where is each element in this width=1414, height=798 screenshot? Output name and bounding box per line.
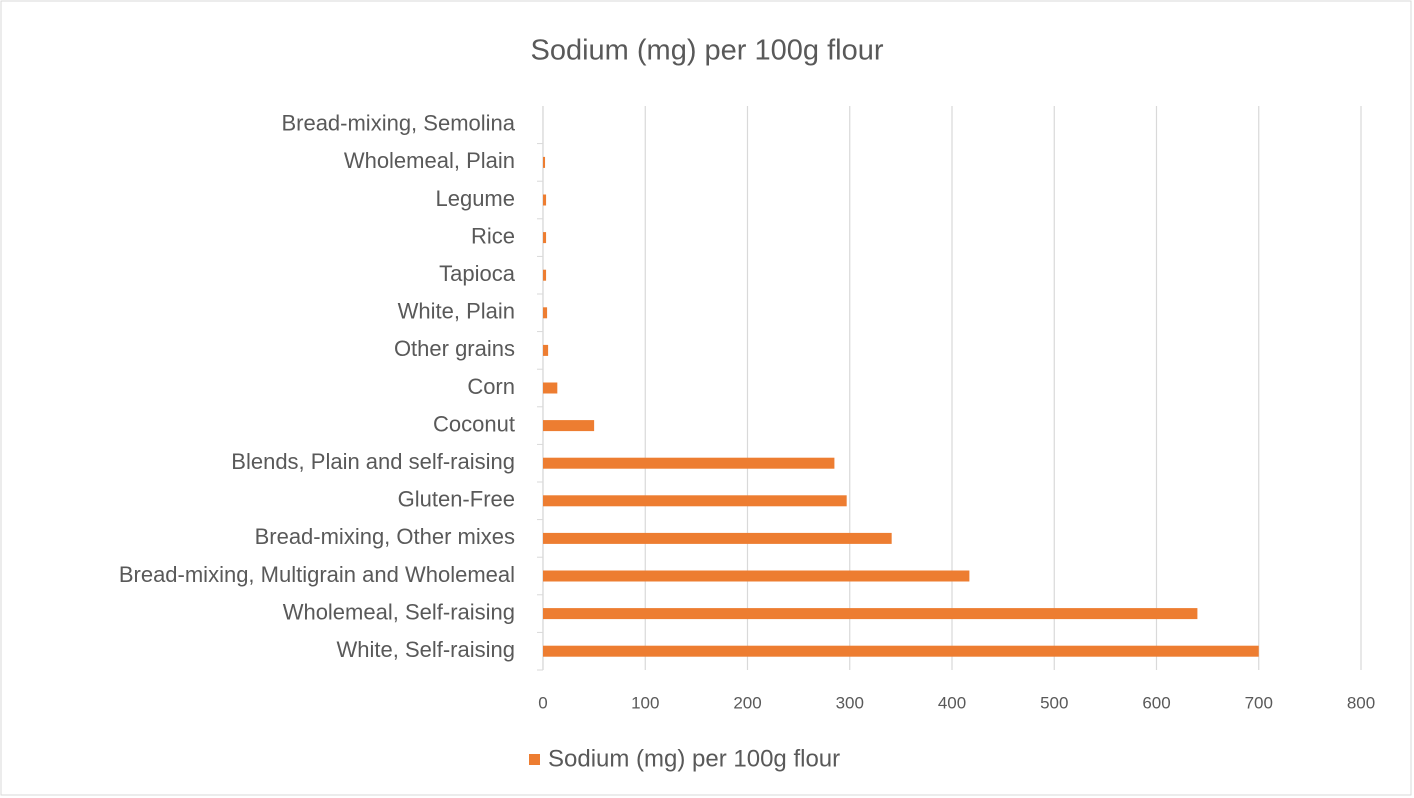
y-tick-label: White, Self-raising — [336, 637, 515, 662]
bar — [543, 420, 595, 432]
bar — [543, 608, 1198, 620]
x-tick-label: 600 — [1142, 693, 1170, 712]
x-tick-label: 100 — [631, 693, 659, 712]
legend-label: Sodium (mg) per 100g flour — [548, 745, 840, 772]
bar — [543, 269, 547, 281]
legend-swatch — [529, 754, 540, 765]
bar — [543, 156, 546, 168]
bar — [543, 570, 970, 582]
y-tick-label: Wholemeal, Self-raising — [283, 599, 515, 624]
bar — [543, 232, 547, 244]
bar — [543, 495, 847, 507]
y-tick-label: Wholemeal, Plain — [344, 148, 515, 173]
y-tick-label: Gluten-Free — [398, 487, 515, 512]
y-tick-label: Other grains — [394, 336, 515, 361]
x-tick-label: 0 — [538, 693, 547, 712]
y-tick-label: Corn — [467, 374, 515, 399]
y-tick-label: Bread-mixing, Multigrain and Wholemeal — [119, 562, 515, 587]
bar — [543, 344, 549, 356]
bar — [543, 645, 1259, 657]
bar — [543, 457, 835, 469]
y-tick-label: Tapioca — [439, 261, 516, 286]
y-tick-label: White, Plain — [398, 299, 515, 324]
x-tick-label: 700 — [1245, 693, 1273, 712]
y-tick-label: Rice — [471, 223, 515, 248]
x-tick-label: 500 — [1040, 693, 1068, 712]
y-tick-label: Legume — [435, 186, 515, 211]
x-tick-label: 300 — [836, 693, 864, 712]
x-tick-label: 800 — [1347, 693, 1375, 712]
x-tick-label: 400 — [938, 693, 966, 712]
bar — [543, 307, 548, 319]
y-tick-label: Coconut — [433, 411, 515, 436]
y-tick-label: Bread-mixing, Other mixes — [255, 524, 515, 549]
x-tick-label: 200 — [733, 693, 761, 712]
y-tick-label: Blends, Plain and self-raising — [231, 449, 515, 474]
bar — [543, 532, 892, 544]
bar — [543, 382, 558, 394]
chart-title: Sodium (mg) per 100g flour — [531, 35, 884, 67]
y-tick-label: Bread-mixing, Semolina — [281, 111, 515, 136]
bar — [543, 194, 547, 206]
